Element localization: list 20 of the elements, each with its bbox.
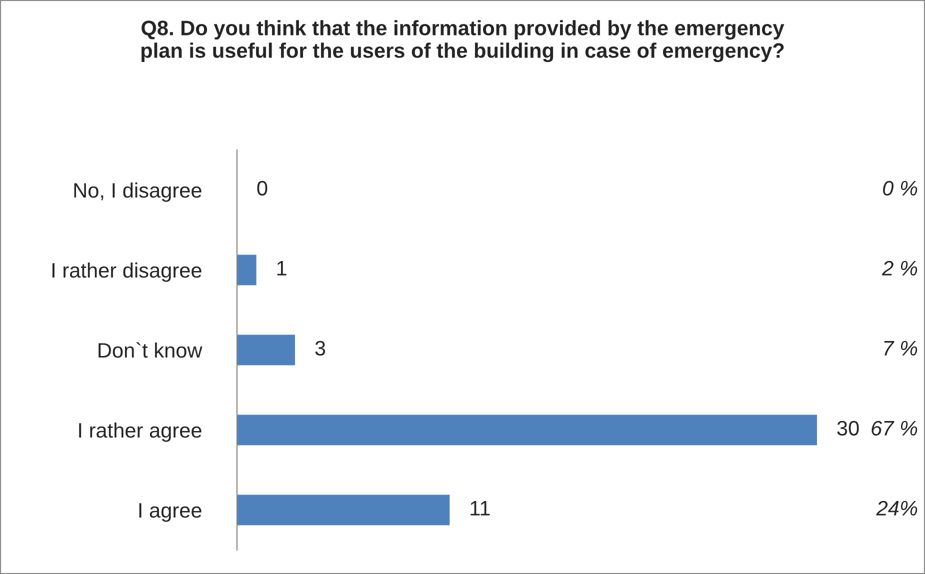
bar <box>237 334 295 366</box>
y-tick-label: Don`t know <box>98 342 202 358</box>
y-tick-label: I rather agree <box>79 422 202 442</box>
y-tick-label: I agree <box>139 503 202 522</box>
bar <box>237 414 817 446</box>
text: 7 % <box>884 340 918 356</box>
data-label: 1 <box>277 261 286 276</box>
bar <box>237 494 450 526</box>
y-tick-label: I rather disagree <box>52 262 202 282</box>
bar <box>237 254 256 286</box>
data-label: 11 <box>470 501 490 516</box>
text: 67 % <box>872 420 918 436</box>
data-label: 3 <box>315 340 326 356</box>
chart-title: Q8. Do you think that the information provided by the emergency plan is useful for the users of the building in case of emergency? <box>142 20 784 62</box>
text: 24% <box>876 500 918 516</box>
text: 2 % <box>882 260 918 276</box>
text: 0 % <box>883 180 918 196</box>
data-label: 0 <box>257 180 268 196</box>
y-tick-label: No, I disagree <box>74 182 202 202</box>
data-label: 30 <box>837 420 859 436</box>
